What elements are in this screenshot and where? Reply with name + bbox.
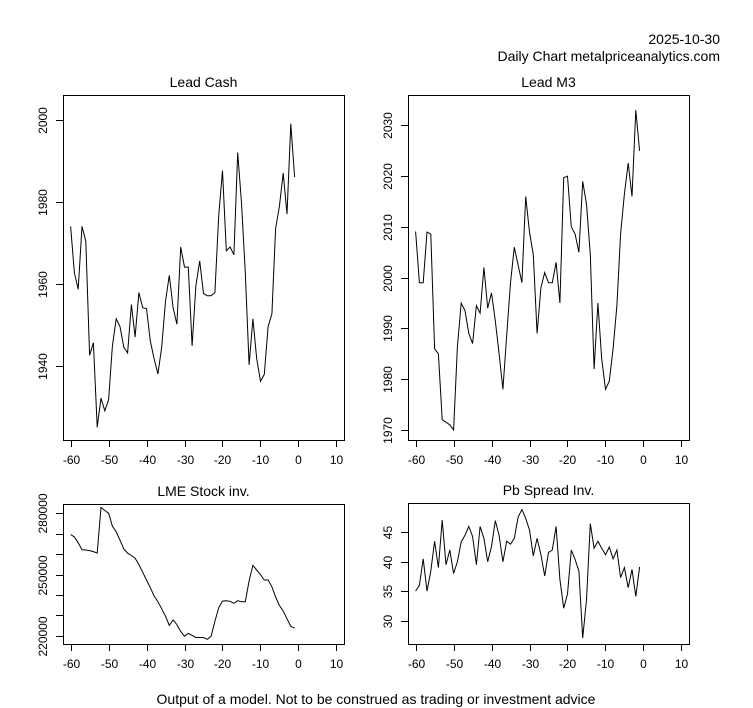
panel-title: LME Stock inv. <box>157 483 249 499</box>
y-tick-label: 1980 <box>381 366 395 393</box>
panel-lme-stock: LME Stock inv. -60 -50 -40 -30 -20 -10 0 10 22000… <box>36 483 345 671</box>
x-tick-label: -20 <box>559 453 577 467</box>
disclaimer-footer: Output of a model. Not to be construed a… <box>157 691 596 707</box>
y-tick-label: 2010 <box>381 214 395 241</box>
series-line-lead-cash <box>70 123 296 428</box>
x-tick-label: -30 <box>522 453 540 467</box>
x-tick-label: -60 <box>63 657 81 671</box>
x-tick-label: 10 <box>675 657 689 671</box>
plot-frame <box>63 504 345 645</box>
panel-title: Lead Cash <box>170 74 238 90</box>
y-tick-label: 1990 <box>381 315 395 342</box>
plot-frame <box>408 503 690 645</box>
x-tick-label: -30 <box>177 453 195 467</box>
y-tick-label: 250000 <box>36 555 50 595</box>
series-line-lme-stock <box>70 506 295 640</box>
y-tick-label: 2000 <box>36 107 50 134</box>
chart-date: 2025-10-30 <box>648 31 720 47</box>
y-tick-label: 35 <box>381 585 395 599</box>
y-tick-label: 1960 <box>36 271 50 298</box>
x-tick-label: -50 <box>446 453 464 467</box>
x-tick-label: -10 <box>252 453 270 467</box>
series-line-lead-m3 <box>415 110 641 432</box>
x-tick-label: -20 <box>214 453 232 467</box>
y-tick-label: 2020 <box>381 163 395 190</box>
x-tick-label: -20 <box>559 657 577 671</box>
x-tick-label: -60 <box>63 453 81 467</box>
x-tick-label: 10 <box>330 657 344 671</box>
x-tick-label: 10 <box>675 453 689 467</box>
y-tick-label: 2000 <box>381 265 395 292</box>
panel-title: Pb Spread Inv. <box>503 482 595 498</box>
x-tick-label: -40 <box>484 453 502 467</box>
y-tick-label: 280000 <box>36 493 50 533</box>
x-tick-label: -60 <box>408 453 426 467</box>
y-tick-label: 1940 <box>36 353 50 380</box>
x-tick-label: 10 <box>330 453 344 467</box>
x-tick-label: 0 <box>640 657 647 671</box>
x-tick-label: -40 <box>484 657 502 671</box>
x-tick-label: -40 <box>139 453 157 467</box>
y-tick-label: 1970 <box>381 417 395 444</box>
panel-title: Lead M3 <box>521 74 576 90</box>
x-tick-label: -10 <box>597 657 615 671</box>
x-tick-label: -50 <box>101 657 119 671</box>
y-tick-label: 45 <box>381 526 395 540</box>
panel-pb-spread: Pb Spread Inv. -60 -50 -40 -30 -20 -10 0 10 30 35 4… <box>381 482 690 671</box>
x-tick-label: -50 <box>446 657 464 671</box>
plot-frame <box>63 95 345 441</box>
panel-lead-m3: Lead M3 -60 -50 -40 -30 -20 -10 0 10 1970 1980 1990… <box>381 74 690 467</box>
panel-lead-cash: Lead Cash -60 -50 -40 -30 -20 -10 0 10 1940 1960 19… <box>36 74 345 467</box>
x-tick-label: -30 <box>177 657 195 671</box>
y-tick-label: 220000 <box>36 616 50 656</box>
x-tick-label: -60 <box>408 657 426 671</box>
x-tick-label: 0 <box>295 657 302 671</box>
chart-subtitle: Daily Chart metalpriceanalytics.com <box>497 48 720 64</box>
series-line-pb-spread <box>415 508 641 639</box>
x-tick-label: -50 <box>101 453 119 467</box>
plot-frame <box>408 95 690 441</box>
x-tick-label: -20 <box>214 657 232 671</box>
y-tick-label: 2030 <box>381 112 395 139</box>
x-tick-label: -10 <box>252 657 270 671</box>
x-tick-label: -30 <box>522 657 540 671</box>
y-tick-label: 30 <box>381 615 395 629</box>
x-tick-label: -10 <box>597 453 615 467</box>
y-tick-label: 40 <box>381 556 395 570</box>
y-tick-label: 1980 <box>36 189 50 216</box>
x-tick-label: -40 <box>139 657 157 671</box>
x-tick-label: 0 <box>640 453 647 467</box>
x-tick-label: 0 <box>295 453 302 467</box>
